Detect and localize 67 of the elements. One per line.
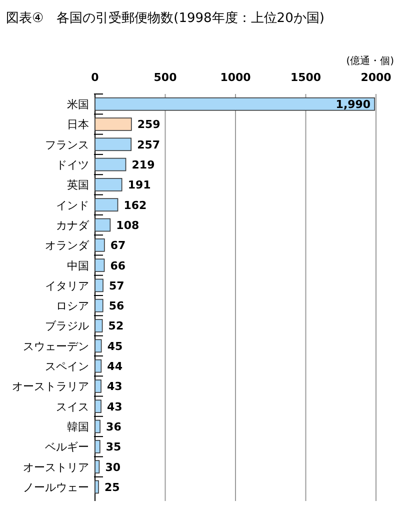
y-tick-label: 英国: [67, 178, 89, 192]
y-tick-label: スイス: [56, 400, 89, 414]
data-label: 25: [104, 480, 120, 494]
x-axis-title: (億通・個): [346, 55, 394, 67]
bar: [94, 319, 103, 332]
data-label: 56: [108, 300, 125, 313]
data-label: 67: [110, 239, 126, 252]
bar: [94, 138, 132, 152]
data-label: 35: [106, 440, 122, 454]
data-label: 191: [128, 178, 151, 192]
y-tick-label: ベルギー: [45, 440, 89, 454]
y-tick-label: インド: [56, 198, 89, 212]
bar: [94, 198, 118, 212]
y-tick-label: ノールウェー: [23, 480, 89, 494]
y-tick-label: 米国: [67, 98, 89, 112]
data-label: 108: [116, 218, 140, 232]
bar: [94, 118, 132, 131]
x-tick-label: 2000: [360, 71, 392, 84]
data-label: 162: [124, 198, 147, 212]
data-label: 52: [108, 320, 124, 333]
y-tick-label: フランス: [45, 138, 89, 152]
x-tick-label: 1000: [220, 71, 252, 84]
y-tick-label: オーストラリア: [12, 380, 89, 394]
bar: [94, 238, 105, 252]
bar: [94, 420, 100, 434]
bar: [94, 258, 105, 272]
bar: [94, 97, 375, 111]
bar: [94, 359, 102, 373]
y-tick-label: ドイツ: [56, 158, 89, 172]
y-tick-label: スウェーデン: [23, 340, 89, 353]
y-tick-label: 日本: [67, 118, 89, 132]
y-tick-label: イタリア: [45, 279, 89, 292]
bar: [94, 278, 104, 292]
bar: [94, 178, 122, 192]
x-tick-label: 0: [91, 71, 100, 84]
data-label: 30: [105, 460, 121, 474]
data-label: 43: [107, 400, 122, 414]
bar: [94, 440, 100, 454]
data-label: 1,990: [336, 98, 371, 112]
data-label: 36: [106, 420, 122, 434]
data-label: 43: [107, 380, 122, 394]
y-tick-label: ロシア: [56, 300, 89, 313]
y-tick-label: ブラジル: [45, 320, 89, 333]
x-tick-label: 1500: [290, 71, 322, 84]
y-tick-label: カナダ: [56, 218, 90, 232]
x-tick-label: 500: [154, 71, 178, 84]
bar: [94, 480, 99, 494]
bar: [94, 400, 102, 413]
data-label: 219: [132, 158, 155, 172]
data-label: 44: [107, 360, 123, 374]
y-tick-label: オーストリア: [23, 460, 89, 474]
bar: [94, 218, 111, 232]
bar: [94, 298, 104, 312]
y-tick-label: 韓国: [67, 420, 89, 434]
y-tick-label: スペイン: [45, 360, 89, 374]
chart-title: 図表④ 各国の引受郵便物数(1998年度：上位20か国): [6, 10, 324, 26]
data-label: 257: [137, 138, 160, 152]
data-label: 259: [137, 118, 160, 132]
data-label: 57: [109, 279, 124, 292]
bar: [94, 158, 126, 172]
y-tick-label: オランダ: [45, 239, 90, 252]
bar: [94, 339, 102, 353]
data-label: 66: [110, 259, 126, 272]
data-label: 45: [107, 340, 123, 353]
bar: [94, 460, 100, 474]
y-tick-label: 中国: [67, 259, 89, 272]
bar: [94, 380, 102, 393]
